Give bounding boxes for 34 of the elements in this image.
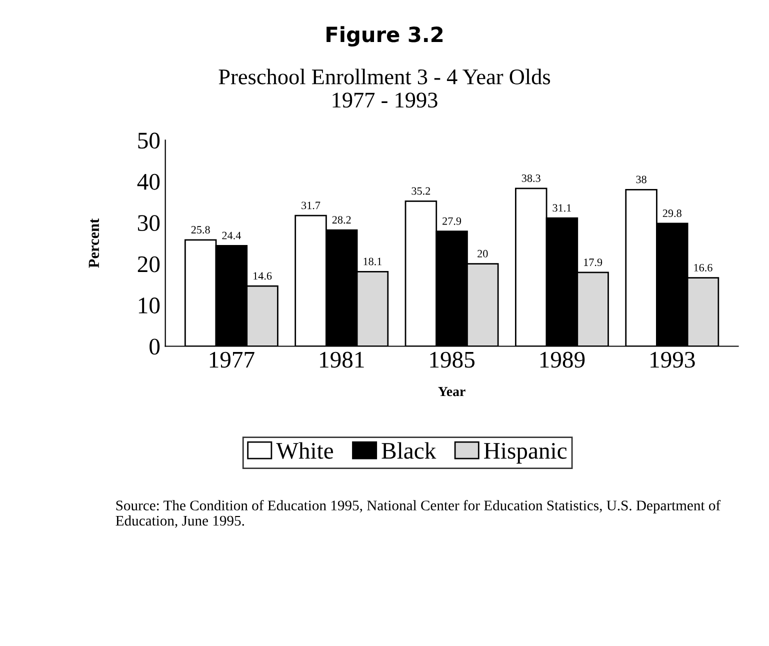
legend-label: Black: [382, 442, 436, 459]
chart-subtitle: Preschool Enrollment 3 - 4 Year Olds 1977 - 1993: [218, 68, 550, 108]
data-label: 17.9: [584, 258, 602, 266]
data-label: 20: [478, 250, 488, 258]
legend-label: Hispanic: [484, 442, 567, 464]
data-label: 24.4: [222, 232, 241, 240]
source-note: Source: The Condition of Education 1995, National Center for Education Statistics, U.S. Department of Education, June 1995.: [116, 500, 721, 528]
x-tick-label: 1985: [430, 352, 474, 368]
x-tick-label: 1989: [540, 352, 585, 368]
y-axis-title: Percent: [88, 218, 100, 268]
data-label: 29.8: [662, 210, 682, 218]
data-label: 16.6: [694, 264, 712, 272]
data-label: 25.8: [191, 226, 210, 234]
data-label: 27.9: [442, 217, 462, 225]
data-label: 31.1: [552, 204, 572, 212]
x-tick-label: 1981: [320, 352, 364, 368]
x-tick-label: 1993: [650, 352, 695, 368]
y-tick-label: 0: [150, 338, 160, 355]
y-tick-label: 20: [138, 256, 160, 272]
y-tick-label: 10: [138, 298, 160, 314]
data-label: 28.2: [332, 216, 351, 224]
data-label: 38.3: [522, 174, 540, 182]
y-tick-label: 50: [138, 132, 160, 149]
data-label: 14.6: [254, 272, 272, 280]
legend-label: White: [276, 442, 334, 459]
x-axis-title: Year: [438, 386, 466, 396]
data-label: 31.7: [302, 202, 320, 210]
x-tick-label: 1977: [210, 352, 254, 368]
data-label: 18.1: [364, 258, 382, 266]
data-label: 35.2: [412, 187, 430, 195]
data-label: 38: [636, 176, 646, 184]
chart-title: Figure 3.2: [326, 26, 443, 46]
y-tick-label: 40: [137, 174, 160, 190]
y-tick-label: 30: [138, 215, 160, 232]
